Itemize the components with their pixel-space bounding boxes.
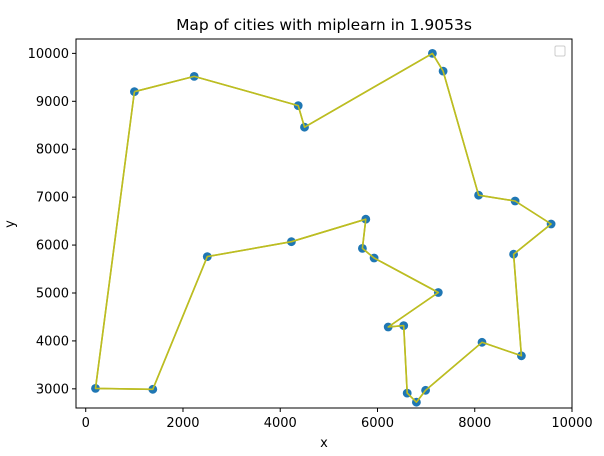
y-tick-label: 8000 <box>36 143 69 158</box>
plot-area <box>91 49 556 407</box>
x-tick-label: 10000 <box>551 416 592 431</box>
y-axis: 3000 4000 5000 6000 7000 8000 9000 10000 <box>28 47 76 397</box>
x-tick-label: 8000 <box>458 416 491 431</box>
legend-box <box>554 45 566 57</box>
y-tick-label: 4000 <box>36 334 69 349</box>
y-tick-label: 7000 <box>36 191 69 206</box>
y-tick-label: 10000 <box>28 47 69 62</box>
y-tick-label: 6000 <box>36 239 69 254</box>
axes-frame <box>75 38 573 409</box>
x-tick-label: 6000 <box>361 416 394 431</box>
x-axis-label: x <box>320 436 328 451</box>
route-line-overlay <box>94 52 552 403</box>
x-tick-label: 0 <box>82 416 90 431</box>
chart-title: Map of cities with miplearn in 1.9053s <box>176 16 472 34</box>
y-tick-label: 9000 <box>36 95 69 110</box>
y-axis-label: y <box>3 220 18 228</box>
x-tick-label: 4000 <box>264 416 297 431</box>
x-tick-label: 2000 <box>166 416 199 431</box>
y-tick-label: 3000 <box>36 382 69 397</box>
x-axis: 0 2000 4000 6000 8000 10000 <box>82 408 593 431</box>
y-tick-label: 5000 <box>36 286 69 301</box>
